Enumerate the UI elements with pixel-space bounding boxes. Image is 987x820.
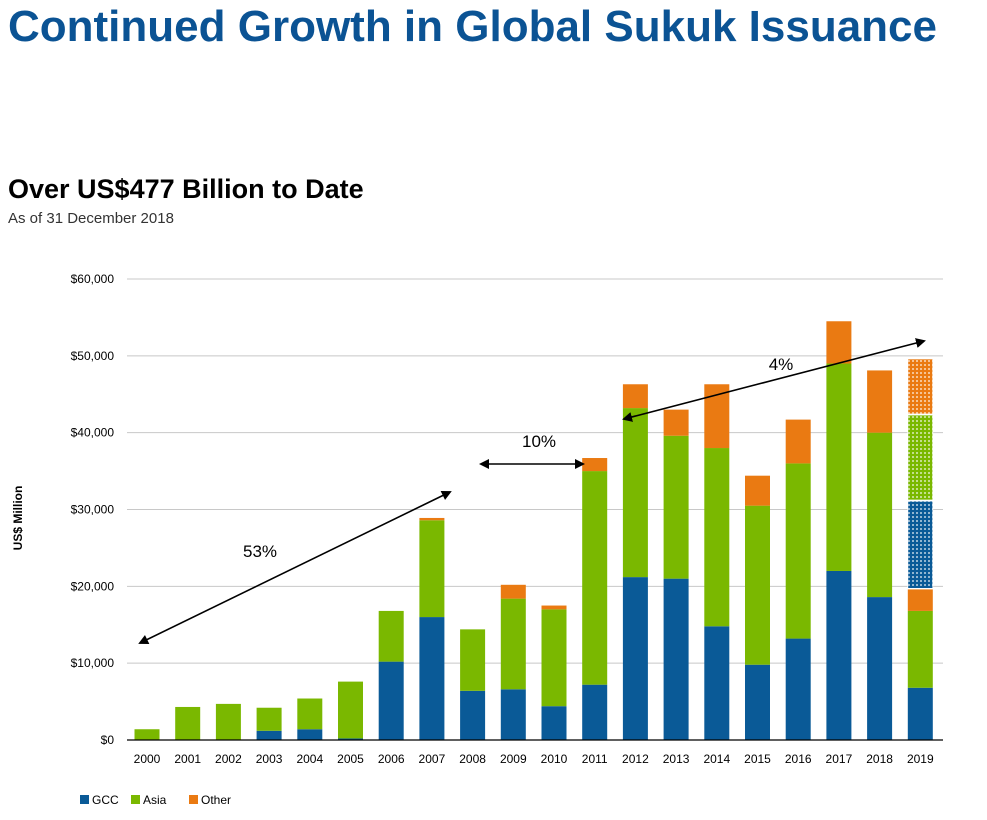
bar-other-2010 — [541, 605, 567, 610]
bar-asia-2005 — [338, 681, 363, 739]
legend-label: GCC — [92, 793, 119, 807]
x-tick-label: 2002 — [215, 752, 242, 766]
bar-gcc-2017 — [826, 570, 852, 740]
bar-asia-2006 — [378, 610, 404, 662]
x-tick-label: 2000 — [134, 752, 161, 766]
bar-asia-2000 — [134, 729, 160, 740]
bar-projection-other-2019 — [907, 358, 934, 415]
bar-gcc-2009 — [500, 689, 526, 740]
legend-swatch-asia — [131, 795, 140, 804]
bar-gcc-2005 — [338, 738, 363, 740]
bar-other-2014 — [704, 384, 730, 449]
legend-swatch-other — [189, 795, 198, 804]
x-tick-label: 2009 — [500, 752, 527, 766]
x-tick-label: 2017 — [826, 752, 853, 766]
x-tick-label: 2018 — [866, 752, 893, 766]
x-tick-label: 2019 — [907, 752, 934, 766]
bar-gcc-2014 — [704, 626, 730, 740]
x-tick-label: 2007 — [419, 752, 446, 766]
bar-asia-2009 — [500, 598, 526, 690]
bar-other-2018 — [867, 370, 893, 433]
bar-gcc-2010 — [541, 706, 567, 740]
bar-asia-2008 — [460, 629, 486, 691]
x-tick-label: 2011 — [582, 752, 608, 766]
bar-other-2013 — [663, 409, 689, 436]
as-of-date: As of 31 December 2018 — [8, 210, 174, 227]
x-tick-label: 2008 — [459, 752, 486, 766]
bar-gcc-2007 — [419, 617, 445, 740]
bar-gcc-2003 — [256, 730, 282, 740]
x-tick-label: 2001 — [174, 752, 201, 766]
x-tick-label: 2004 — [296, 752, 323, 766]
x-tick-label: 2016 — [785, 752, 812, 766]
legend-swatch-gcc — [80, 795, 89, 804]
bar-gcc-2012 — [622, 577, 648, 740]
growth-label: 4% — [769, 355, 794, 374]
bar-asia-2001 — [175, 706, 201, 740]
bar-gcc-2006 — [378, 661, 404, 740]
x-tick-label: 2013 — [663, 752, 690, 766]
bar-asia-2011 — [582, 471, 608, 685]
bar-gcc-2011 — [582, 684, 608, 740]
bar-other-2015 — [745, 475, 770, 506]
bar-asia-2004 — [297, 698, 323, 730]
bar-asia-2012 — [622, 408, 648, 578]
bar-gcc-2019 — [907, 687, 933, 740]
bar-asia-2002 — [215, 703, 241, 740]
bar-gcc-2018 — [867, 597, 893, 740]
growth-arrow — [138, 491, 452, 644]
bar-asia-2010 — [541, 609, 567, 707]
x-tick-label: 2010 — [541, 752, 568, 766]
bar-gcc-2015 — [745, 664, 770, 740]
bar-asia-2014 — [704, 448, 730, 627]
bar-asia-2003 — [256, 707, 282, 731]
bar-asia-2019 — [907, 610, 933, 688]
chart-subtitle: Over US$477 Billion to Date — [8, 174, 364, 204]
growth-label: 10% — [522, 432, 556, 451]
x-tick-label: 2014 — [703, 752, 730, 766]
bar-asia-2015 — [745, 505, 770, 665]
legend-label: Asia — [143, 793, 167, 807]
x-tick-label: 2015 — [744, 752, 771, 766]
x-tick-label: 2005 — [337, 752, 364, 766]
y-tick-label: $60,000 — [71, 272, 115, 286]
main-title: Continued Growth in Global Sukuk Issuanc… — [8, 2, 937, 51]
bar-other-2012 — [622, 384, 648, 409]
y-tick-label: $50,000 — [71, 349, 115, 363]
bar-other-2011 — [582, 458, 608, 472]
bar-gcc-2004 — [297, 729, 323, 740]
growth-label: 53% — [243, 542, 277, 561]
legend-label: Other — [201, 793, 231, 807]
bar-other-2017 — [826, 321, 852, 364]
bar-asia-2007 — [419, 520, 445, 618]
y-tick-label: $30,000 — [71, 503, 115, 517]
y-axis-title: US$ Million — [11, 486, 25, 551]
x-tick-label: 2012 — [622, 752, 649, 766]
growth-arrow — [622, 338, 926, 422]
x-tick-label: 2003 — [256, 752, 283, 766]
y-tick-label: $40,000 — [71, 426, 115, 440]
bar-gcc-2008 — [460, 690, 486, 740]
bar-asia-2018 — [867, 432, 893, 598]
bar-other-2007 — [419, 517, 445, 521]
bar-projection-gcc-2019 — [907, 500, 934, 589]
y-tick-label: $20,000 — [71, 579, 115, 593]
bar-gcc-2013 — [663, 578, 689, 740]
bar-gcc-2016 — [785, 638, 811, 740]
bar-other-2009 — [500, 584, 526, 599]
bar-asia-2013 — [663, 435, 689, 579]
y-tick-label: $0 — [101, 733, 115, 747]
bar-asia-2016 — [785, 463, 811, 639]
bar-other-2019 — [907, 589, 933, 611]
bar-other-2016 — [785, 419, 811, 464]
y-tick-label: $10,000 — [71, 656, 115, 670]
bar-projection-asia-2019 — [907, 414, 934, 501]
bar-asia-2017 — [826, 363, 852, 571]
x-tick-label: 2006 — [378, 752, 405, 766]
